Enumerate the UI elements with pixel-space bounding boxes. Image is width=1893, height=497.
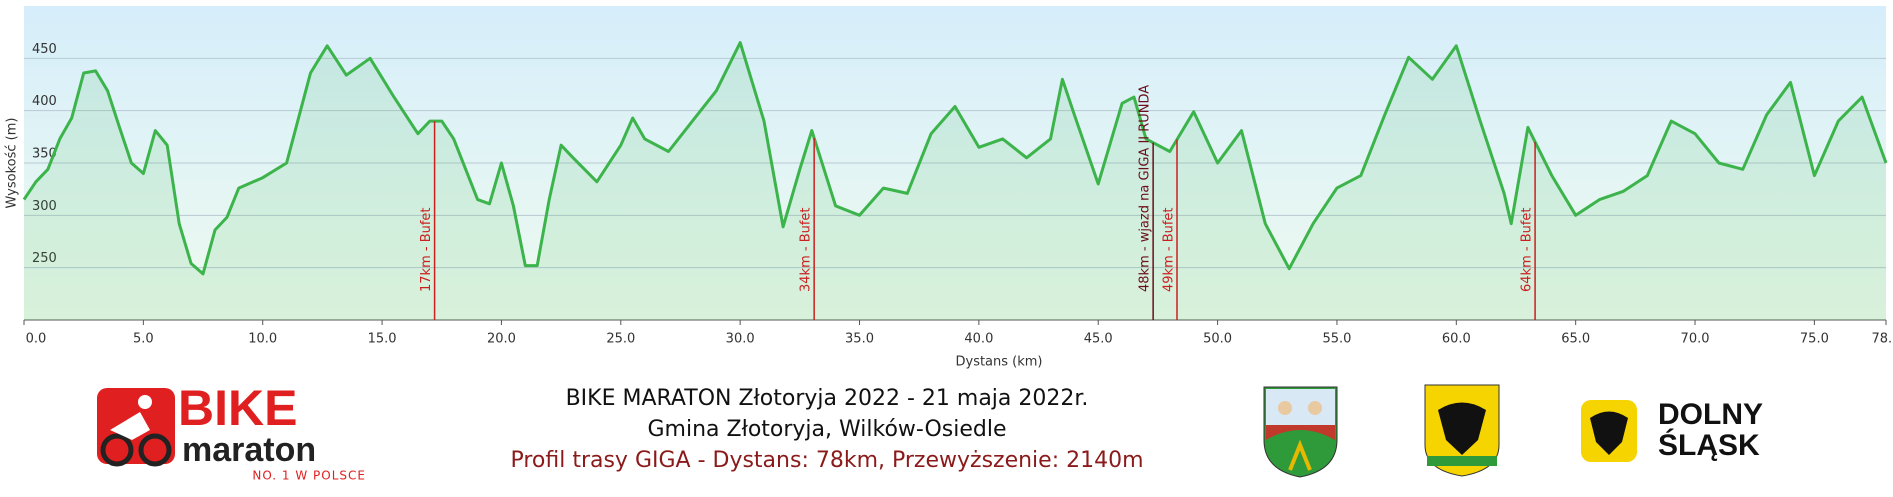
logo-rider xyxy=(110,412,150,440)
x-tick-label: 0.0 xyxy=(26,332,47,347)
x-tick-label: 65.0 xyxy=(1561,332,1590,347)
x-tick-label: 55.0 xyxy=(1322,332,1351,347)
x-tick-label: 70.0 xyxy=(1681,332,1710,347)
logo-text: maraton xyxy=(182,431,316,469)
x-tick-label: 5.0 xyxy=(133,332,154,347)
shield-figure xyxy=(1308,401,1322,415)
annotation-label: 34km - Bufet xyxy=(799,207,814,292)
shield-roof xyxy=(1266,425,1335,440)
annotation-label: 64km - Bufet xyxy=(1520,207,1535,292)
annotation-label: 48km - wjazd na GIGA II RUNDA xyxy=(1138,85,1153,292)
region-eagle xyxy=(1590,411,1628,455)
footer-title: BIKE MARATON Złotoryja 2022 - 21 maja 20… xyxy=(566,386,1089,411)
y-tick-label: 400 xyxy=(32,94,57,109)
coat-of-arms xyxy=(1263,386,1338,478)
footer-subtitle: Gmina Złotoryja, Wilków-Osiedle xyxy=(647,417,1006,442)
x-axis-label: Dystans (km) xyxy=(955,355,1042,370)
logo-rider xyxy=(138,395,152,409)
shield-base xyxy=(1427,456,1497,466)
x-tick-label: 45.0 xyxy=(1084,332,1113,347)
footer-info: Profil trasy GIGA - Dystans: 78km, Przew… xyxy=(510,448,1143,473)
annotation-label: 49km - Bufet xyxy=(1162,207,1177,292)
logo-wheel xyxy=(138,433,172,467)
y-tick-label: 350 xyxy=(32,147,57,162)
chart: 250 300 350 400 450 0.0 5.0 10.0 15.0 20.0 25.0 30.… xyxy=(22,41,1893,347)
x-tick-label: 25.0 xyxy=(606,332,635,347)
y-tick-label: 300 xyxy=(32,199,57,214)
shield-figure xyxy=(1278,401,1292,415)
y-tick-label: 250 xyxy=(32,251,57,266)
x-tick-label: 10.0 xyxy=(248,332,277,347)
region-text: ŚLĄSK xyxy=(1658,428,1760,462)
bike-logo: BIKE maraton NO. 1 W POLSCE xyxy=(97,380,366,483)
y-tick-label: 450 xyxy=(32,42,57,57)
elevation-line xyxy=(22,41,1888,276)
y-axis-label: Wysokość (m) xyxy=(5,118,20,209)
x-tick-label: 60.0 xyxy=(1442,332,1471,347)
x-tick-label: 78.0 xyxy=(1872,332,1893,347)
region-text: DOLNY xyxy=(1658,398,1763,431)
x-tick-label: 75.0 xyxy=(1800,332,1829,347)
shield-sky xyxy=(1266,389,1335,425)
shield-wheat xyxy=(1288,439,1312,471)
logo-tagline: NO. 1 W POLSCE xyxy=(252,469,366,483)
region-logo: DOLNY ŚLĄSK xyxy=(1581,398,1763,462)
logo-text: BIKE xyxy=(178,380,297,436)
logo-wheel xyxy=(100,433,134,467)
x-tick-label: 50.0 xyxy=(1203,332,1232,347)
x-tick-label: 35.0 xyxy=(845,332,874,347)
elevation-area xyxy=(24,42,1886,320)
shield-eagle xyxy=(1438,402,1486,455)
annotation-label: 17km - Bufet xyxy=(419,207,434,292)
coat-of-arms xyxy=(1424,384,1500,477)
x-tick-label: 40.0 xyxy=(964,332,993,347)
x-tick-label: 15.0 xyxy=(368,332,397,347)
x-tick-label: 30.0 xyxy=(726,332,755,347)
x-tick-label: 20.0 xyxy=(487,332,516,347)
